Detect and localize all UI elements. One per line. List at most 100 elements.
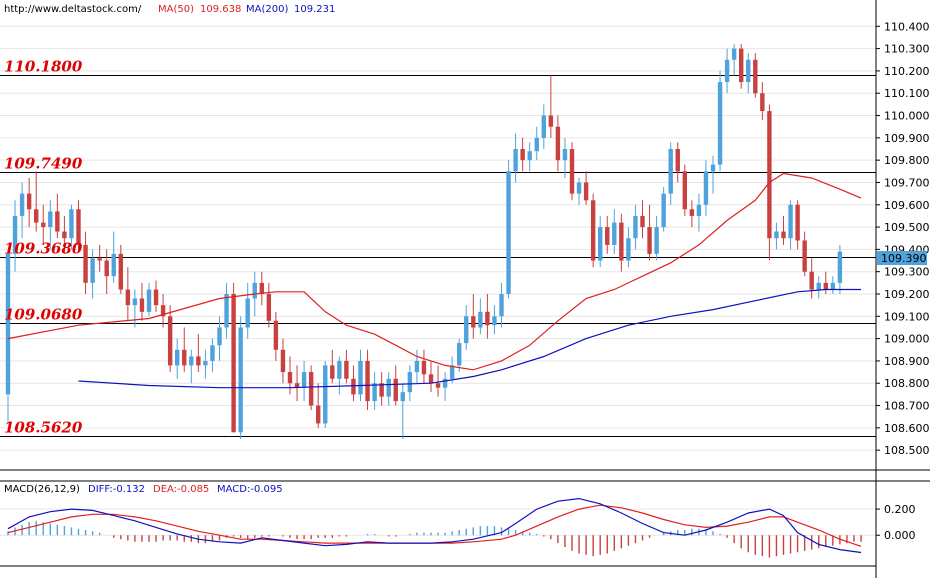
candle-body	[569, 149, 575, 194]
price-tick-label: 109.900	[884, 132, 930, 145]
candle-body	[90, 258, 95, 283]
candle-body	[781, 231, 786, 239]
candle-body	[534, 137, 539, 152]
candle-body	[788, 204, 793, 239]
candle-body	[407, 372, 413, 393]
candle-body	[358, 360, 363, 395]
candle-body	[724, 59, 730, 83]
candle-body	[351, 378, 356, 395]
candle-body	[48, 211, 53, 228]
candle-body	[774, 231, 779, 239]
level-label: 110.1800	[4, 58, 83, 76]
price-tick-label: 108.600	[884, 422, 930, 435]
candle-body	[739, 48, 744, 83]
candle-body	[746, 59, 751, 83]
candlesticks	[5, 44, 843, 439]
candle-body	[464, 316, 469, 344]
candle-body	[379, 383, 384, 397]
price-grid	[0, 25, 876, 451]
source-url: http://www.deltastock.com/	[4, 4, 142, 15]
candle-body	[266, 294, 272, 321]
candle-body	[809, 271, 814, 290]
candle-body	[69, 209, 74, 239]
candle-body	[449, 365, 455, 379]
candle-body	[189, 356, 194, 366]
candle-body	[175, 349, 180, 366]
candle-body	[668, 149, 673, 194]
price-tick-label: 109.600	[884, 199, 930, 212]
price-tick-label: 108.800	[884, 377, 930, 390]
candle-body	[717, 82, 723, 165]
price-tick-label: 110.000	[884, 110, 930, 123]
candle-body	[555, 126, 561, 161]
price-tick-label: 110.400	[884, 20, 930, 33]
ma200-label: MA(200)	[246, 4, 288, 15]
candle-body	[795, 204, 800, 241]
price-tick-label: 108.900	[884, 355, 930, 368]
candle-body	[287, 372, 293, 384]
level-label: 108.5620	[4, 419, 83, 437]
candle-body	[527, 151, 532, 161]
candle-body	[125, 289, 131, 306]
candle-body	[337, 360, 342, 379]
candle-body	[231, 294, 236, 433]
candle-body	[675, 149, 680, 172]
candle-body	[710, 164, 716, 172]
candle-body	[442, 378, 448, 388]
price-axis-ticks: 110.400 110.300 110.200 110.100 110.000 109.9…	[876, 20, 930, 457]
candle-body	[633, 215, 638, 239]
candle-body	[541, 115, 546, 138]
macd-value-label: MACD:-0.095	[217, 484, 283, 495]
candle-body	[294, 383, 300, 388]
candle-body	[802, 240, 807, 272]
candle-body	[689, 209, 695, 216]
price-tick-label: 109.000	[884, 333, 930, 346]
support-resistance-levels	[0, 75, 876, 437]
candle-body	[273, 320, 279, 350]
candle-body	[816, 282, 821, 290]
candle-body	[301, 372, 307, 388]
candle-body	[703, 171, 709, 205]
candle-body	[76, 209, 81, 245]
macd-title: MACD(26,12,9)	[4, 484, 80, 495]
price-tick-label: 109.100	[884, 310, 930, 323]
candle-body	[182, 349, 187, 366]
macd-diff-line	[7, 497, 862, 554]
candle-body	[661, 193, 666, 228]
candle-body	[485, 311, 490, 326]
candle-body	[83, 244, 88, 283]
price-tag-value: 109.390	[881, 252, 927, 265]
level-label: 109.0680	[4, 306, 83, 324]
price-tick-label: 109.700	[884, 176, 930, 189]
candle-body	[12, 215, 18, 254]
candle-body	[386, 378, 391, 397]
candle-body	[760, 93, 765, 112]
candle-body	[605, 227, 610, 245]
macd-dea-label: DEA:-0.085	[153, 484, 209, 495]
candle-body	[224, 294, 229, 328]
price-tick-label: 108.700	[884, 400, 930, 413]
level-label: 109.7490	[4, 155, 83, 173]
candle-body	[344, 360, 349, 379]
candle-body	[323, 365, 328, 424]
candle-body	[132, 298, 138, 306]
candle-body	[598, 227, 603, 261]
candle-body	[753, 59, 758, 94]
candle-body	[316, 405, 321, 424]
candle-body	[203, 360, 208, 366]
candle-body	[647, 227, 652, 254]
candle-body	[640, 215, 645, 228]
candle-body	[160, 305, 166, 317]
candle-body	[583, 182, 589, 201]
candle-body	[612, 222, 617, 245]
ma50-line	[7, 172, 862, 371]
candle-body	[400, 392, 405, 402]
candle-body	[217, 327, 222, 346]
candle-body	[5, 253, 11, 395]
candle-body	[837, 251, 843, 283]
candle-body	[308, 372, 314, 406]
candle-body	[19, 193, 25, 216]
candle-body	[478, 311, 483, 328]
